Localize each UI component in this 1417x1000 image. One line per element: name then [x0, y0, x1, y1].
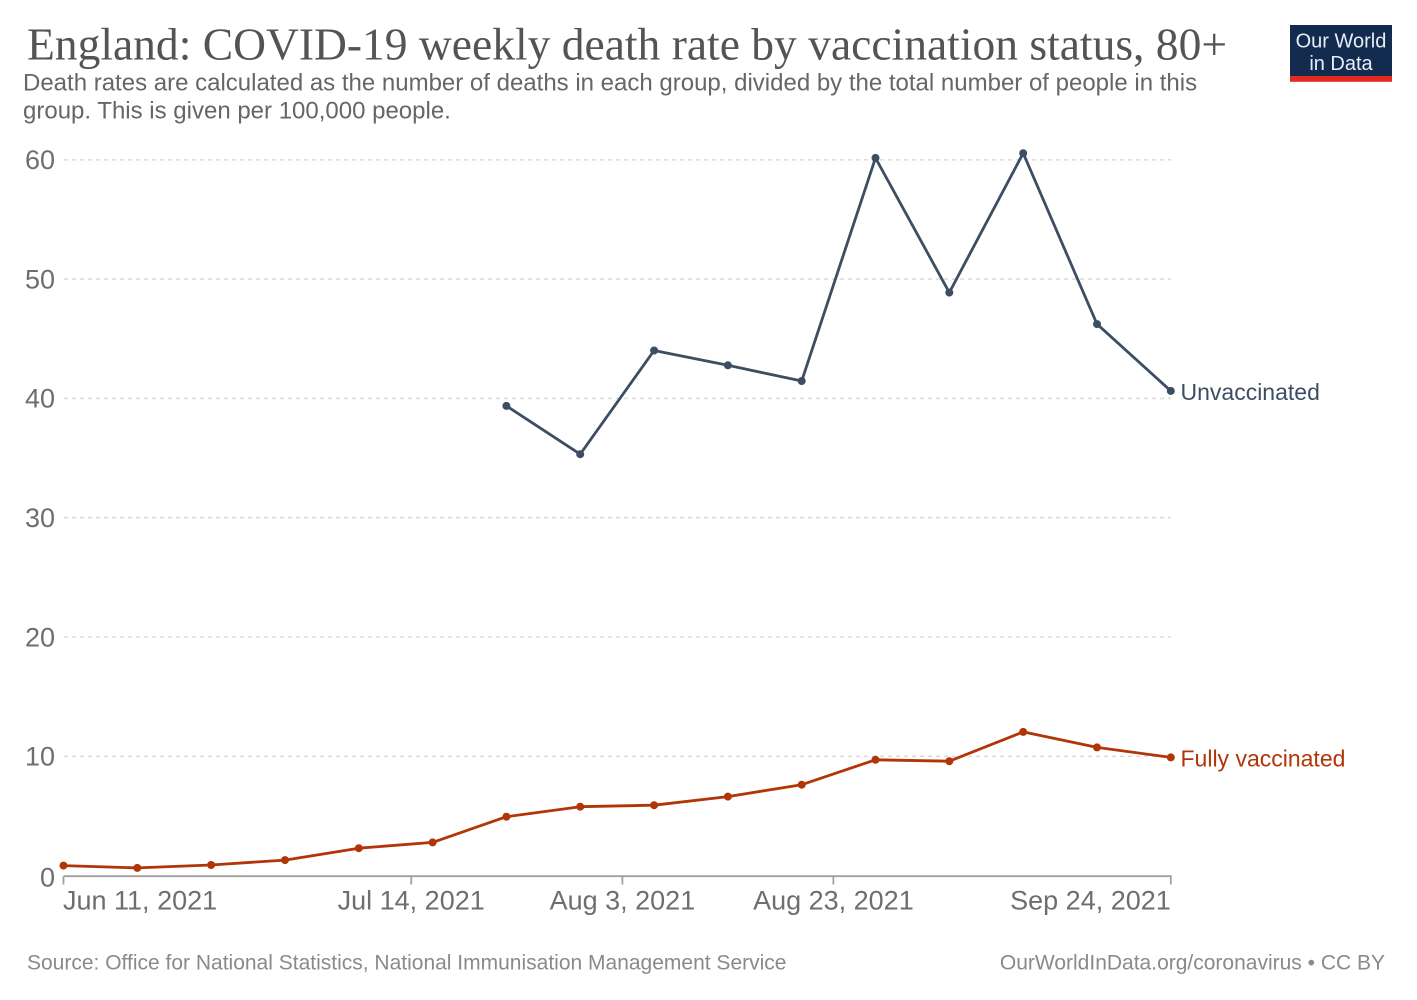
svg-text:30: 30: [25, 503, 55, 533]
svg-text:50: 50: [25, 264, 55, 294]
svg-text:60: 60: [25, 145, 55, 175]
svg-text:Death rates are calculated as: Death rates are calculated as the number…: [23, 70, 1197, 97]
svg-text:group. This is given per 100,0: group. This is given per 100,000 people.: [23, 98, 451, 125]
svg-text:OurWorldInData.org/coronavirus: OurWorldInData.org/coronavirus • CC BY: [1000, 952, 1385, 975]
svg-text:Jul 14, 2021: Jul 14, 2021: [338, 886, 485, 916]
svg-text:England: COVID-19 weekly death: England: COVID-19 weekly death rate by v…: [27, 19, 1227, 70]
svg-text:in Data: in Data: [1309, 53, 1373, 75]
svg-text:10: 10: [25, 742, 55, 772]
svg-text:Aug 3, 2021: Aug 3, 2021: [550, 886, 696, 916]
svg-text:Jun 11, 2021: Jun 11, 2021: [63, 886, 217, 916]
svg-text:Source: Office for National St: Source: Office for National Statistics, …: [27, 952, 786, 975]
svg-text:20: 20: [25, 622, 55, 652]
svg-text:0: 0: [40, 863, 55, 893]
svg-text:40: 40: [25, 384, 55, 414]
svg-text:Fully vaccinated: Fully vaccinated: [1181, 745, 1346, 771]
svg-text:Aug 23, 2021: Aug 23, 2021: [753, 886, 914, 916]
svg-text:Unvaccinated: Unvaccinated: [1181, 379, 1320, 405]
svg-text:Our World: Our World: [1296, 31, 1387, 53]
svg-text:Sep 24, 2021: Sep 24, 2021: [1010, 886, 1171, 916]
